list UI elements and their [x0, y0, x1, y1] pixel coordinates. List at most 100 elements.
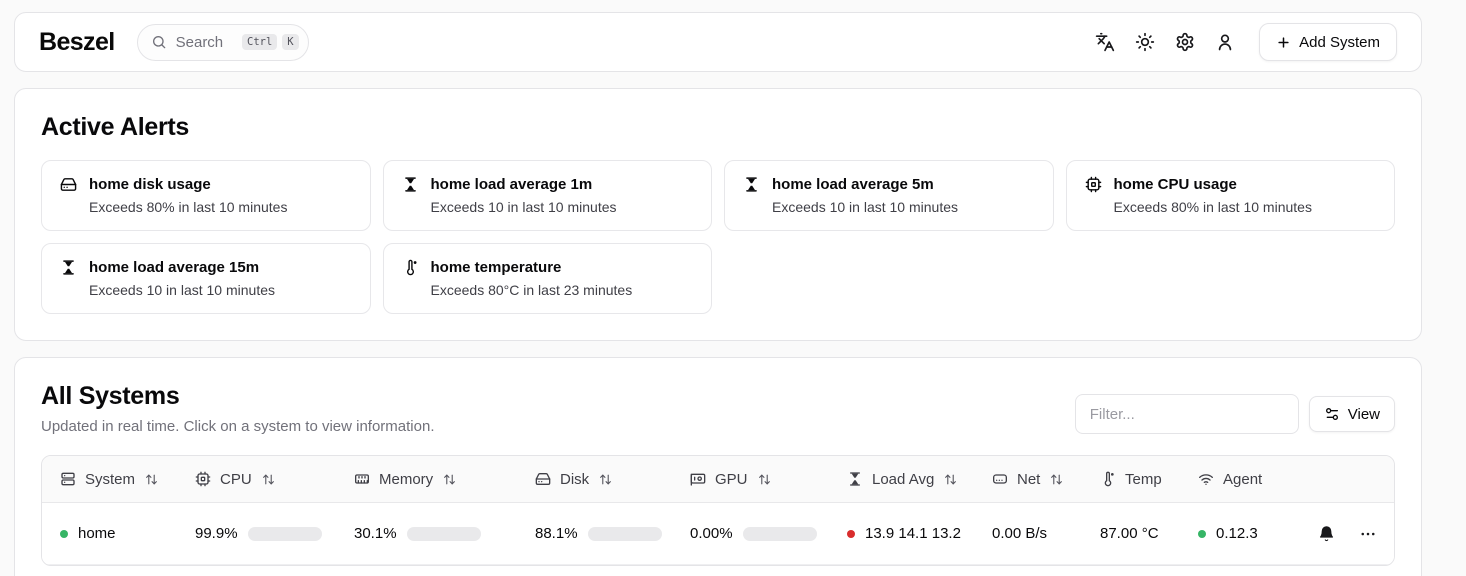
- gpu-card-icon: [690, 471, 706, 487]
- table-header-row: System CPU: [42, 456, 1394, 503]
- alert-title: home load average 1m: [430, 176, 593, 193]
- alert-description: Exceeds 80°C in last 23 minutes: [430, 282, 633, 298]
- alert-title: home disk usage: [89, 176, 211, 193]
- cpu-value: 99.9%: [195, 525, 238, 542]
- disk-cell: 88.1%: [517, 525, 672, 542]
- search-button[interactable]: Search Ctrl K: [136, 23, 309, 61]
- net-cell: 0.00 B/s: [974, 525, 1082, 542]
- gpu-meter: [742, 526, 817, 541]
- column-label: Net: [1017, 470, 1041, 488]
- status-dot: [60, 529, 68, 538]
- sort-icon: [944, 473, 957, 486]
- user-icon: [1215, 32, 1235, 52]
- alert-card-load-15m[interactable]: home load average 15m Exceeds 10 in last…: [41, 243, 371, 314]
- sun-icon: [1135, 32, 1155, 52]
- alert-title: home CPU usage: [1113, 176, 1237, 193]
- hourglass-icon: [60, 259, 77, 276]
- gear-icon: [1175, 32, 1195, 52]
- memory-stick-icon: [354, 471, 370, 487]
- hard-drive-icon: [60, 176, 77, 193]
- agent-cell: 0.12.3: [1180, 525, 1300, 542]
- alert-card-load-1m[interactable]: home load average 1m Exceeds 10 in last …: [382, 160, 712, 231]
- active-alerts-title: Active Alerts: [41, 113, 190, 141]
- column-header-load-avg[interactable]: Load Avg: [829, 471, 974, 488]
- alert-card-disk[interactable]: home disk usage Exceeds 80% in last 10 m…: [41, 160, 371, 231]
- memory-value: 30.1%: [354, 525, 397, 542]
- languages-icon: [1095, 32, 1115, 52]
- disk-value: 88.1%: [535, 525, 578, 542]
- load-avg-cell: 13.9 14.1 13.2: [829, 525, 974, 542]
- view-button[interactable]: View: [1308, 396, 1395, 432]
- wifi-icon: [1198, 471, 1214, 487]
- sort-icon: [1050, 473, 1063, 486]
- column-label: System: [85, 470, 136, 488]
- column-header-system[interactable]: System: [42, 471, 177, 488]
- header-actions: Add System: [1087, 23, 1397, 61]
- column-header-cpu[interactable]: CPU: [177, 471, 336, 488]
- user-menu-button[interactable]: [1207, 24, 1243, 60]
- server-icon: [60, 471, 76, 487]
- alert-title: home load average 15m: [89, 259, 260, 276]
- column-label: GPU: [715, 470, 748, 488]
- sort-icon: [145, 473, 158, 486]
- column-header-agent[interactable]: Agent: [1180, 471, 1300, 488]
- alerts-bell-button[interactable]: [1318, 525, 1335, 542]
- alert-card-temperature[interactable]: home temperature Exceeds 80°C in last 23…: [382, 243, 712, 314]
- column-header-disk[interactable]: Disk: [517, 471, 672, 488]
- agent-status-dot: [1198, 529, 1206, 538]
- alert-title: home load average 5m: [772, 176, 934, 193]
- column-header-gpu[interactable]: GPU: [672, 471, 829, 488]
- all-systems-title: All Systems: [41, 382, 180, 410]
- filter-input[interactable]: [1074, 394, 1299, 434]
- hourglass-icon: [847, 471, 863, 487]
- systems-table: System CPU: [41, 455, 1395, 566]
- top-navbar: Beszel Search Ctrl K: [14, 12, 1422, 72]
- alert-description: Exceeds 80% in last 10 minutes: [1113, 199, 1312, 215]
- alert-description: Exceeds 80% in last 10 minutes: [89, 199, 288, 215]
- sort-icon: [758, 473, 771, 486]
- column-header-net[interactable]: Net: [974, 471, 1082, 488]
- active-alerts-section: Active Alerts home disk usage Exceeds 80…: [14, 88, 1422, 341]
- search-label: Search: [175, 33, 224, 51]
- plus-icon: [1276, 35, 1291, 50]
- column-header-memory[interactable]: Memory: [336, 471, 517, 488]
- app-logo[interactable]: Beszel: [39, 27, 115, 56]
- thermometer-icon: [1100, 471, 1116, 487]
- settings-button[interactable]: [1167, 24, 1203, 60]
- net-value: 0.00 B/s: [992, 525, 1048, 542]
- kbd-k: K: [282, 33, 299, 51]
- sort-icon: [599, 473, 612, 486]
- theme-toggle-button[interactable]: [1127, 24, 1163, 60]
- table-controls: View: [1074, 394, 1395, 434]
- more-actions-button[interactable]: [1359, 525, 1377, 543]
- sort-icon: [262, 473, 275, 486]
- load-avg-dot: [847, 529, 855, 538]
- alert-title: home temperature: [430, 259, 562, 276]
- column-label: Load Avg: [872, 470, 935, 488]
- alert-grid: home disk usage Exceeds 80% in last 10 m…: [41, 160, 1395, 314]
- cpu-meter: [247, 526, 322, 541]
- thermometer-icon: [402, 259, 419, 276]
- disk-meter: [587, 526, 662, 541]
- ellipsis-icon: [1359, 525, 1377, 543]
- add-system-label: Add System: [1299, 33, 1380, 51]
- column-label: Disk: [560, 470, 590, 488]
- view-button-label: View: [1347, 405, 1380, 423]
- sliders-icon: [1324, 406, 1340, 422]
- column-label: Temp: [1125, 470, 1162, 488]
- hourglass-icon: [402, 176, 419, 193]
- system-name: home: [78, 525, 116, 542]
- table-row-home[interactable]: home 99.9% 30.1% 88.1% 0.00%: [42, 503, 1394, 565]
- alert-card-cpu[interactable]: home CPU usage Exceeds 80% in last 10 mi…: [1065, 160, 1395, 231]
- alert-description: Exceeds 10 in last 10 minutes: [430, 199, 617, 215]
- language-button[interactable]: [1087, 24, 1123, 60]
- cpu-icon: [1085, 176, 1102, 193]
- sort-icon: [443, 473, 456, 486]
- search-icon: [151, 34, 167, 50]
- alert-card-load-5m[interactable]: home load average 5m Exceeds 10 in last …: [724, 160, 1054, 231]
- column-label: Memory: [379, 470, 434, 488]
- all-systems-subtitle: Updated in real time. Click on a system …: [41, 418, 435, 435]
- column-header-temp[interactable]: Temp: [1082, 471, 1180, 488]
- add-system-button[interactable]: Add System: [1259, 23, 1397, 61]
